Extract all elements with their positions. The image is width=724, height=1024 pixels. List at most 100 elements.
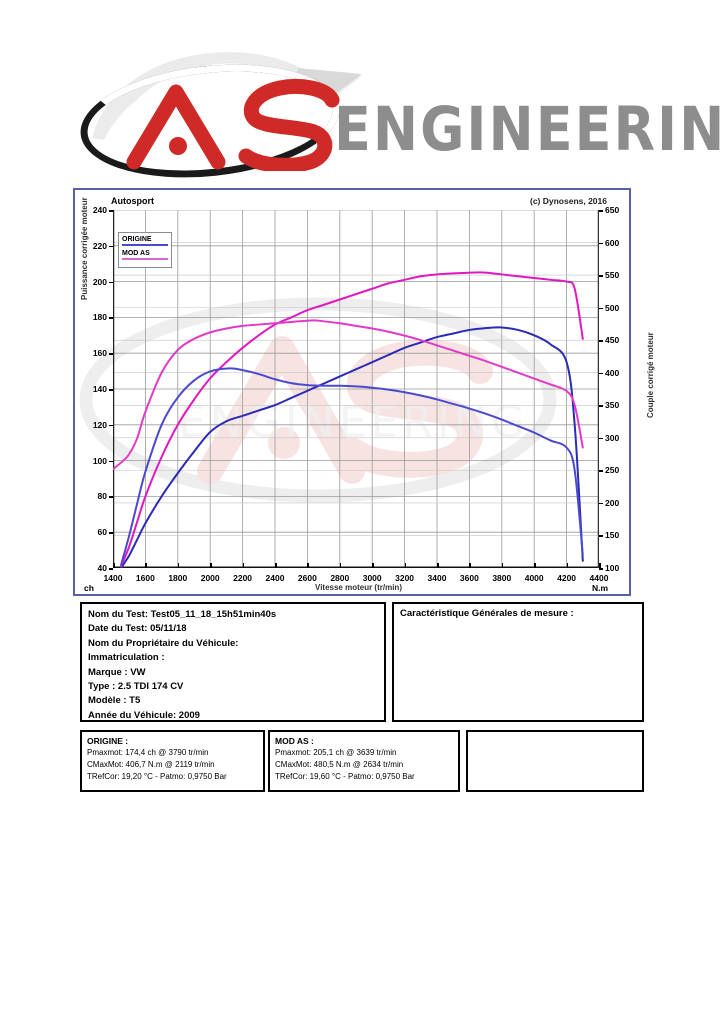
vehicle-info-line: Date du Test: 05/11/18	[88, 623, 187, 635]
plot-canvas	[113, 210, 599, 568]
series-curve	[113, 319, 584, 471]
results-mod-as-conditions: TRefCor: 19,60 °C - Patmo: 0,9750 Bar	[275, 772, 415, 781]
y-tick-mark-left	[109, 353, 113, 355]
y-tick-left: 200	[92, 276, 107, 287]
x-tick-mark	[404, 563, 407, 568]
y-tick-mark-right	[599, 210, 603, 212]
y-tick-mark-right	[599, 470, 603, 472]
x-tick-mark	[566, 563, 569, 568]
results-origine-conditions: TRefCor: 19,20 °C - Patmo: 0,9750 Bar	[87, 772, 227, 781]
results-origine-pmax: Pmaxmot: 174,4 ch @ 3790 tr/min	[87, 748, 209, 757]
logo-wordmark: ENGINEERING	[334, 94, 724, 165]
x-tick: 2400	[265, 573, 285, 583]
results-origine-cmax: CMaxMot: 406,7 N.m @ 2119 tr/min	[87, 760, 215, 769]
results-mod-as-cmax: CMaxMot: 480,5 N.m @ 2634 tr/min	[275, 760, 404, 769]
vehicle-info-line: Modèle : T5	[88, 695, 141, 707]
x-tick: 2600	[297, 573, 317, 583]
x-tick: 3400	[427, 573, 447, 583]
x-tick: 4400	[589, 573, 609, 583]
y-tick-mark-left	[109, 245, 113, 248]
y-tick-left: 240	[92, 205, 107, 215]
as-monogram-icon	[126, 79, 340, 171]
results-origine-title: ORIGINE :	[87, 736, 129, 746]
x-tick: 1800	[168, 573, 188, 583]
legend-swatch-origine	[122, 244, 168, 246]
x-tick-mark	[275, 563, 277, 568]
vehicle-info-line: Nom du Test: Test05_11_18_15h51min40s	[88, 609, 277, 620]
y-tick-right: 150	[605, 530, 620, 541]
y-tick-left: 140	[92, 384, 107, 394]
x-tick: 3800	[492, 573, 512, 583]
y-tick-mark-left	[109, 532, 113, 534]
y-tick-mark-right	[599, 437, 603, 440]
unit-label-nm: N.m	[592, 583, 609, 593]
y-tick-mark-right	[599, 535, 603, 537]
vehicle-info-line: Année du Véhicule: 2009	[88, 709, 200, 721]
x-tick-mark	[242, 563, 245, 568]
y-tick-mark-left	[109, 496, 113, 498]
y-tick-mark-left	[109, 210, 113, 212]
y-tick-mark-right	[599, 405, 603, 407]
x-tick: 2800	[330, 573, 350, 583]
chart-legend: ORIGINE MOD AS	[118, 232, 172, 268]
x-tick-mark	[210, 563, 212, 568]
y-tick-mark-left	[109, 389, 113, 391]
y-tick-mark-right	[599, 242, 603, 245]
y-tick-left: 60	[97, 527, 107, 538]
x-tick: 3200	[395, 573, 415, 583]
vehicle-info-line: Type : 2.5 TDI 174 CV	[88, 681, 184, 693]
y-tick-right: 200	[605, 497, 620, 508]
y-axis-right-label: Couple corrigé moteur	[646, 332, 655, 418]
y-tick-mark-left	[109, 460, 113, 463]
y-tick-right: 300	[605, 432, 620, 443]
x-tick: 2000	[200, 573, 220, 583]
y-tick-right: 550	[605, 270, 620, 281]
legend-item-mod-as: MOD AS	[122, 249, 168, 260]
x-tick: 3600	[459, 573, 479, 583]
x-tick: 1400	[103, 573, 123, 583]
x-tick-mark	[177, 563, 180, 568]
legend-item-origine: ORIGINE	[122, 235, 168, 246]
y-tick-mark-right	[599, 275, 603, 277]
x-tick: 4000	[524, 573, 544, 583]
y-tick-left: 180	[92, 312, 107, 323]
x-tick: 1600	[135, 573, 155, 583]
y-tick-right: 600	[605, 237, 620, 248]
y-tick-right: 350	[605, 400, 620, 411]
x-tick-mark	[307, 563, 309, 568]
y-tick-right: 250	[605, 465, 620, 476]
y-tick-right: 450	[605, 335, 620, 346]
y-tick-mark-left	[109, 424, 113, 427]
y-tick-right: 650	[605, 205, 620, 215]
y-tick-left: 220	[92, 240, 107, 251]
general-characteristics-table: Caractéristique Générales de mesure :	[392, 602, 644, 722]
results-empty-box	[466, 730, 644, 792]
legend-label-origine: ORIGINE	[122, 236, 152, 243]
y-tick-left: 80	[97, 491, 107, 502]
legend-label-mod-as: MOD AS	[122, 250, 150, 257]
y-tick-right: 400	[605, 367, 620, 378]
x-axis-label: Vitesse moteur (tr/min)	[315, 583, 402, 592]
vehicle-info-table: Nom du Test: Test05_11_18_15h51min40s Dat…	[80, 602, 386, 722]
y-tick-mark-right	[599, 340, 603, 342]
series-curve	[120, 367, 584, 566]
y-tick-mark-right	[599, 372, 603, 375]
legend-swatch-mod-as	[122, 258, 168, 260]
results-mod-as-box: MOD AS : Pmaxmot: 205,1 ch @ 3639 tr/min…	[268, 730, 460, 792]
x-tick-mark	[469, 563, 471, 568]
x-tick-mark	[113, 563, 115, 568]
x-tick-mark	[339, 563, 342, 568]
series-curve	[120, 271, 584, 568]
vehicle-info-line: Marque : VW	[88, 666, 146, 678]
chart-title: Autosport	[111, 196, 154, 206]
y-tick-left: 40	[97, 563, 107, 573]
y-tick-mark-left	[109, 317, 113, 319]
y-tick-left: 160	[92, 348, 107, 359]
general-characteristics-title: Caractéristique Générales de mesure :	[400, 608, 574, 619]
x-tick: 4200	[557, 573, 577, 583]
y-tick-right: 100	[605, 563, 620, 573]
x-tick-mark	[534, 563, 536, 568]
y-tick-right: 500	[605, 302, 620, 313]
chart-copyright: (c) Dynosens, 2016	[529, 196, 607, 206]
